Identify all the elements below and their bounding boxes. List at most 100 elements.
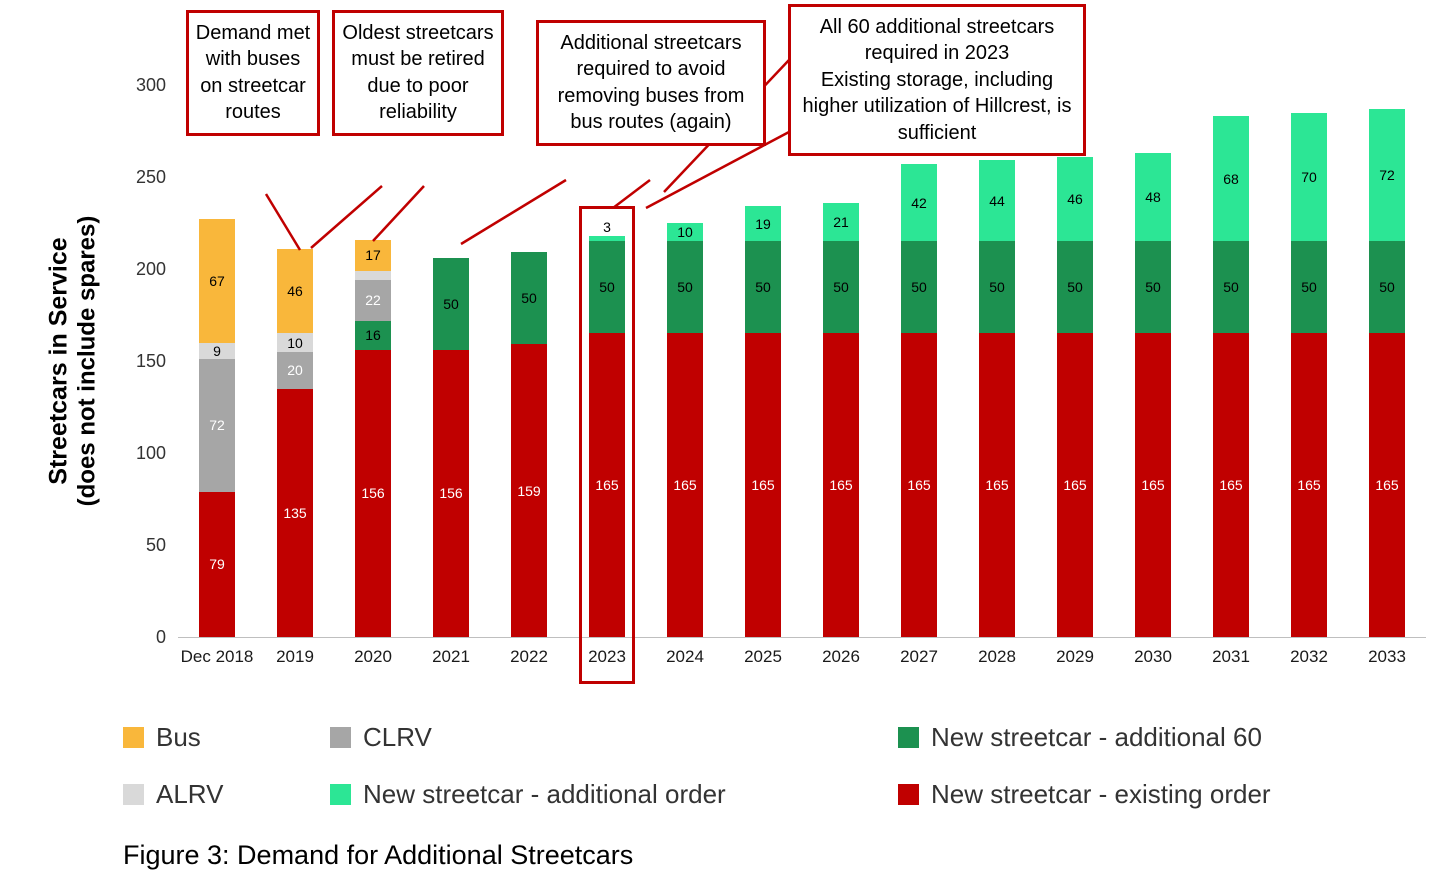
segment-new-streetcar---existing-order: 156 <box>433 349 469 637</box>
segment-value-label: 159 <box>517 482 541 499</box>
legend-swatch-alrv <box>123 784 144 805</box>
x-axis-line <box>178 637 1426 638</box>
legend-item-new-streetcar-existing-order: New streetcar - existing order <box>898 779 1434 810</box>
x-axis-label: 2027 <box>900 647 938 666</box>
bar-2026: 165 50 21 <box>823 202 859 637</box>
segment-new-streetcar---additional-order: 72 <box>1369 108 1405 242</box>
segment-alrv: 9 <box>199 342 235 360</box>
y-axis-title-line1: Streetcars in Service <box>44 237 73 485</box>
segment-new-streetcar---existing-order: 156 <box>355 349 391 637</box>
segment-value-label: 42 <box>911 194 927 211</box>
legend-label-new-streetcar-additional-60: New streetcar - additional 60 <box>931 722 1262 752</box>
y-tick-label: 50 <box>145 535 166 555</box>
y-tick-label: 300 <box>135 75 166 95</box>
segment-new-streetcar---additional-order: 10 <box>667 223 703 242</box>
x-axis-label: 2033 <box>1368 647 1406 666</box>
y-axis-title-line2: (does not include spares) <box>73 215 101 507</box>
bar-2031: 165 50 68 <box>1213 116 1249 637</box>
x-axis-label: 2021 <box>432 647 470 666</box>
segment-alrv: 5 <box>355 254 391 281</box>
segment-value-label: 21 <box>833 214 849 231</box>
y-tick-label: 250 <box>135 167 166 187</box>
segment-new-streetcar---additional-60: 50 <box>667 241 703 334</box>
segment-value-label: 44 <box>989 192 1005 209</box>
segment-value-label: 46 <box>287 283 303 300</box>
segment-value-label: 165 <box>829 477 853 494</box>
segment-value-label: 165 <box>1141 477 1165 494</box>
legend-swatch-new-streetcar-existing-order <box>898 784 919 805</box>
legend-label-new-streetcar-existing-order: New streetcar - existing order <box>931 779 1271 809</box>
segment-value-label: 165 <box>1375 477 1399 494</box>
legend-label-new-streetcar-additional-order: New streetcar - additional order <box>363 779 726 809</box>
segment-new-streetcar---additional-60: 50 <box>433 257 469 350</box>
segment-value-label: 50 <box>677 279 693 296</box>
x-axis-label: 2025 <box>744 647 782 666</box>
segment-value-label: 165 <box>1063 477 1087 494</box>
segment-clrv: 22 <box>355 280 391 321</box>
segment-value-label: 10 <box>287 334 303 351</box>
x-axis-label: 2024 <box>666 647 704 666</box>
annotation-demand-met-with-buses: Demand met with buses on streetcar route… <box>186 10 320 136</box>
segment-value-label: 16 <box>365 327 381 344</box>
figure-caption: Figure 3: Demand for Additional Streetca… <box>123 840 634 870</box>
segment-value-label: 70 <box>1301 169 1317 185</box>
segment-value-label: 165 <box>751 477 775 494</box>
segment-bus: 67 <box>199 219 235 343</box>
segment-alrv: 10 <box>277 333 313 352</box>
segment-new-streetcar---additional-60: 50 <box>1057 241 1093 334</box>
segment-new-streetcar---existing-order: 165 <box>667 333 703 637</box>
y-axis-title: Streetcars in Service (does not include … <box>45 216 102 507</box>
segment-new-streetcar---existing-order: 165 <box>1369 333 1405 637</box>
y-tick-label: 0 <box>155 627 166 647</box>
segment-new-streetcar---additional-60: 50 <box>901 241 937 334</box>
bar-2033: 165 50 72 <box>1369 108 1405 637</box>
y-tick-label: 150 <box>135 351 166 371</box>
segment-value-label: 156 <box>361 485 385 502</box>
x-axis-label: 2020 <box>354 647 392 666</box>
segment-value-label: 50 <box>755 279 771 296</box>
segment-value-label: 79 <box>209 556 225 573</box>
legend-label-clrv: CLRV <box>363 722 432 752</box>
segment-value-label: 50 <box>521 290 537 307</box>
y-tick-label: 100 <box>135 443 166 463</box>
segment-value-label: 3 <box>603 218 611 235</box>
segment-new-streetcar---additional-order: 42 <box>901 164 937 242</box>
segment-value-label: 17 <box>365 247 381 264</box>
segment-new-streetcar---additional-order: 48 <box>1135 153 1171 242</box>
segment-value-label: 67 <box>209 272 225 289</box>
segment-value-label: 46 <box>1067 191 1083 208</box>
segment-new-streetcar---additional-60: 16 <box>355 320 391 350</box>
legend-label-bus: Bus <box>156 722 201 752</box>
segment-value-label: 72 <box>209 417 225 434</box>
x-axis-label: 2022 <box>510 647 548 666</box>
segment-new-streetcar---additional-order: 21 <box>823 202 859 242</box>
segment-new-streetcar---existing-order: 165 <box>1057 333 1093 637</box>
segment-new-streetcar---additional-60: 50 <box>745 241 781 334</box>
segment-new-streetcar---existing-order: 165 <box>979 333 1015 637</box>
bar-2030: 165 50 48 <box>1135 153 1171 637</box>
bar-dec-2018: 79 72 9 67 <box>199 219 235 637</box>
x-axis-label: 2031 <box>1212 647 1250 666</box>
segment-value-label: 10 <box>677 224 693 241</box>
segment-value-label: 50 <box>1067 279 1083 296</box>
x-axis-label: 2028 <box>978 647 1016 666</box>
legend-item-bus: Bus <box>123 722 330 753</box>
bar-2024: 165 50 10 <box>667 223 703 637</box>
bar-2027: 165 50 42 <box>901 164 937 637</box>
segment-new-streetcar---existing-order: 79 <box>199 491 235 637</box>
x-axis-label: 2023 <box>588 647 626 666</box>
segment-new-streetcar---existing-order: 165 <box>823 333 859 637</box>
segment-value-label: 165 <box>1297 477 1321 494</box>
segment-new-streetcar---additional-order: 44 <box>979 160 1015 242</box>
segment-value-label: 72 <box>1379 167 1395 184</box>
bar-2020: 156 16 22 517 <box>355 239 391 637</box>
segment-clrv: 20 <box>277 351 313 389</box>
segment-new-streetcar---additional-order: 68 <box>1213 116 1249 242</box>
segment-bus: 46 <box>277 248 313 334</box>
x-axis-label: 2030 <box>1134 647 1172 666</box>
x-axis-label: 2019 <box>276 647 314 666</box>
legend: Bus CLRV New streetcar - additional 60 A… <box>123 722 1434 810</box>
legend-swatch-new-streetcar-additional-order <box>330 784 351 805</box>
x-axis-label: 2032 <box>1290 647 1328 666</box>
segment-value-label: 135 <box>283 504 307 521</box>
